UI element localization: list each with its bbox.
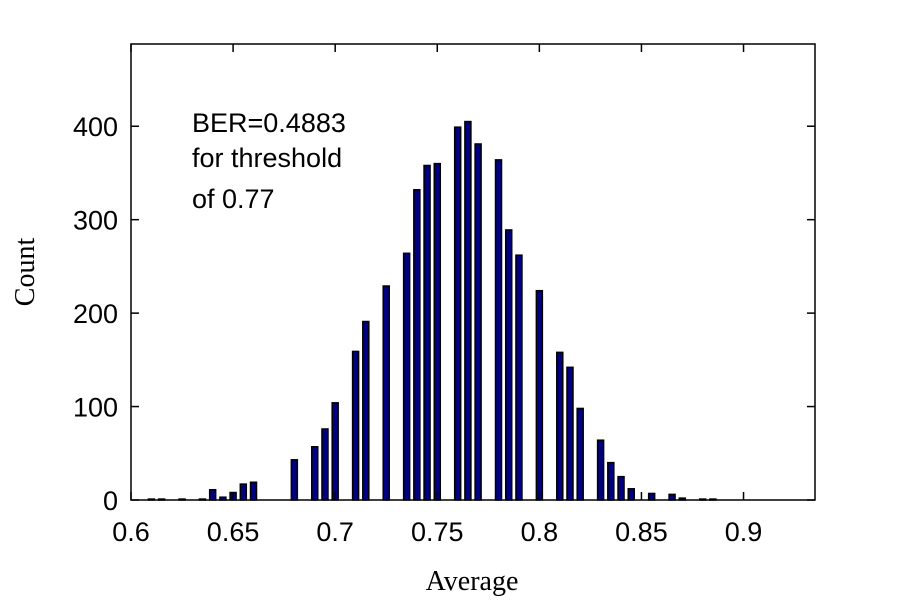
histogram-bar: [433, 162, 442, 501]
histogram-bar: [607, 461, 615, 501]
x-tick-label: 0.85: [615, 517, 668, 547]
y-tick-label: 0: [103, 486, 118, 516]
histogram-bar: [566, 366, 574, 501]
histogram-bar: [596, 439, 605, 501]
histogram-bar: [219, 496, 227, 501]
histogram-bar: [239, 483, 248, 501]
x-ticks-group: 0.6 0.65 0.7 0.75 0.8 0.85 0.9: [112, 44, 762, 547]
histogram-bar: [556, 351, 564, 501]
histogram-bar: [402, 252, 411, 501]
histogram-bar: [198, 498, 207, 501]
histogram-bar: [423, 164, 431, 501]
histogram-bar: [311, 445, 319, 501]
histogram-bar: [331, 402, 339, 501]
y-ticks-group: 0 100 200 300 400: [73, 112, 815, 516]
y-tick-label: 200: [73, 299, 118, 329]
histogram-bar: [494, 159, 503, 501]
histogram-bar: [290, 459, 299, 501]
annotation-line-3: of 0.77: [192, 184, 275, 214]
histogram-bar: [474, 143, 482, 501]
histogram-bar: [157, 498, 166, 501]
histogram-bar: [147, 498, 156, 501]
x-tick-label: 0.65: [207, 517, 260, 547]
histogram-bar: [504, 229, 513, 501]
histogram-bar: [382, 285, 390, 501]
histogram-bar: [709, 498, 717, 501]
y-tick-label: 300: [73, 206, 118, 236]
histogram-bar: [535, 289, 544, 501]
annotation-line-2: for threshold: [192, 143, 342, 173]
histogram-bar: [208, 488, 217, 501]
bars-group: [147, 120, 717, 501]
histogram-bar: [413, 189, 421, 501]
y-tick-label: 100: [73, 393, 118, 423]
histogram-bar: [321, 428, 329, 501]
histogram-bar: [678, 497, 687, 501]
x-tick-label: 0.6: [112, 517, 150, 547]
x-tick-label: 0.75: [411, 517, 464, 547]
histogram-bar: [453, 126, 462, 501]
y-axis-title: Count: [10, 238, 41, 307]
histogram-bar: [362, 320, 370, 501]
histogram-bar: [647, 492, 656, 501]
x-tick-label: 0.9: [725, 517, 763, 547]
plot-frame: [130, 43, 816, 501]
histogram-bar: [515, 254, 523, 501]
histogram-bar: [668, 493, 676, 501]
histogram-bar: [351, 350, 360, 501]
x-tick-label: 0.8: [521, 517, 559, 547]
x-axis-title: Average: [426, 566, 519, 597]
x-tick-label: 0.7: [316, 517, 354, 547]
histogram-bar: [617, 475, 625, 501]
histogram-bar: [249, 481, 258, 501]
y-tick-label: 400: [73, 112, 118, 142]
histogram-bar: [464, 120, 472, 501]
histogram-bar: [576, 407, 584, 501]
histogram-bar: [627, 488, 635, 501]
annotation-line-1: BER=0.4883: [192, 108, 346, 138]
histogram-bar: [698, 498, 707, 501]
histogram-bar: [178, 498, 186, 501]
